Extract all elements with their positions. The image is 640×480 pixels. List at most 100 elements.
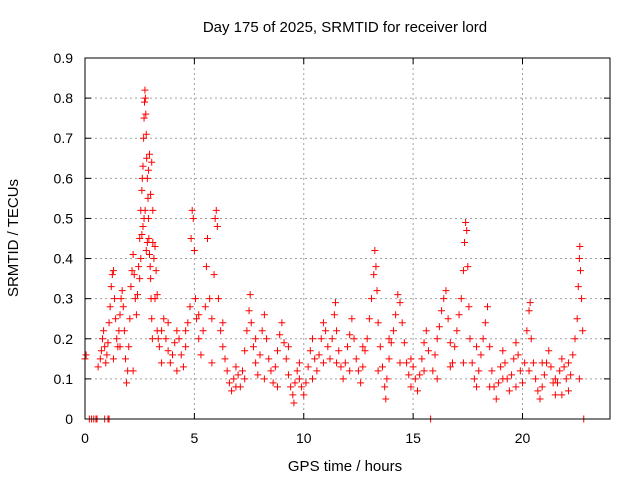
data-point <box>319 319 327 327</box>
data-point <box>525 307 533 315</box>
data-point <box>108 271 116 279</box>
data-point <box>189 214 197 222</box>
data-point <box>137 255 145 263</box>
y-tick-label: 0 <box>65 411 73 427</box>
data-point <box>379 363 386 371</box>
data-point <box>449 359 456 367</box>
data-point <box>330 311 338 319</box>
data-point <box>284 371 292 379</box>
data-point <box>368 295 376 303</box>
data-point <box>486 383 494 391</box>
data-point <box>254 371 262 379</box>
data-point <box>422 327 430 335</box>
data-point <box>326 355 334 363</box>
data-point <box>324 343 332 351</box>
data-point <box>145 235 153 242</box>
data-point <box>374 367 382 375</box>
data-point <box>365 315 373 323</box>
data-point <box>492 395 500 403</box>
data-point <box>468 359 476 367</box>
data-point <box>193 315 201 323</box>
data-point <box>291 379 299 387</box>
data-point <box>576 267 584 275</box>
x-tick-label: 5 <box>190 430 198 446</box>
y-axis-title: SRMTID / TECUs <box>5 179 22 297</box>
data-point <box>405 371 413 379</box>
data-point <box>389 327 397 335</box>
data-point <box>333 359 341 367</box>
data-point <box>339 375 347 383</box>
data-point <box>442 287 450 295</box>
y-tick-label: 0.4 <box>54 251 74 267</box>
data-point <box>169 351 176 359</box>
data-point <box>143 174 151 182</box>
data-point <box>245 307 253 315</box>
y-tick-label: 0.1 <box>54 371 74 387</box>
data-point <box>107 283 115 291</box>
data-point <box>151 295 159 303</box>
data-point <box>494 379 502 387</box>
data-point <box>232 363 240 371</box>
data-point <box>333 327 341 335</box>
data-point <box>556 367 564 375</box>
data-point <box>385 355 393 363</box>
data-point <box>394 291 402 299</box>
data-point <box>564 387 572 395</box>
grid-layer <box>85 58 610 419</box>
data-point <box>300 391 308 399</box>
data-point <box>461 239 469 247</box>
y-tick-label: 0.2 <box>54 331 74 347</box>
data-point <box>465 303 473 311</box>
data-point <box>265 355 273 363</box>
data-point <box>136 275 144 283</box>
data-point <box>132 311 140 319</box>
data-point <box>287 383 295 391</box>
data-point <box>195 311 203 319</box>
data-point <box>295 375 303 383</box>
data-point <box>140 214 148 222</box>
data-point <box>573 315 581 323</box>
data-point <box>344 343 351 351</box>
data-point <box>162 335 170 343</box>
data-point <box>486 343 494 351</box>
data-point <box>82 351 90 359</box>
y-tick-label: 0.8 <box>54 90 74 106</box>
data-point <box>372 263 380 271</box>
data-point <box>221 355 229 363</box>
data-point <box>116 311 124 319</box>
data-point <box>213 222 221 230</box>
data-point <box>451 343 459 351</box>
data-point <box>129 251 137 259</box>
data-point <box>400 339 408 347</box>
data-point <box>562 375 570 383</box>
data-point <box>407 355 415 363</box>
data-point <box>199 327 207 335</box>
data-point <box>328 335 336 343</box>
data-point <box>269 379 277 387</box>
data-point <box>210 271 218 279</box>
data-point <box>147 190 155 198</box>
data-point <box>538 359 546 367</box>
data-point <box>497 363 505 371</box>
data-point <box>545 347 553 355</box>
data-point <box>225 379 233 387</box>
data-point <box>457 295 465 303</box>
data-point <box>462 218 470 226</box>
data-point <box>148 158 156 166</box>
data-point <box>466 335 474 343</box>
data-point <box>526 299 534 307</box>
data-point <box>514 351 522 359</box>
data-point <box>306 347 314 355</box>
data-point <box>105 319 113 327</box>
y-tick-label: 0.7 <box>54 130 74 146</box>
data-point <box>578 295 586 303</box>
data-point <box>523 327 531 335</box>
data-point <box>416 371 424 379</box>
data-point <box>113 335 121 343</box>
data-point <box>217 327 225 335</box>
data-point <box>141 94 149 102</box>
data-point <box>525 367 533 375</box>
data-point <box>313 367 321 375</box>
data-point <box>505 387 513 395</box>
data-point <box>109 355 117 363</box>
